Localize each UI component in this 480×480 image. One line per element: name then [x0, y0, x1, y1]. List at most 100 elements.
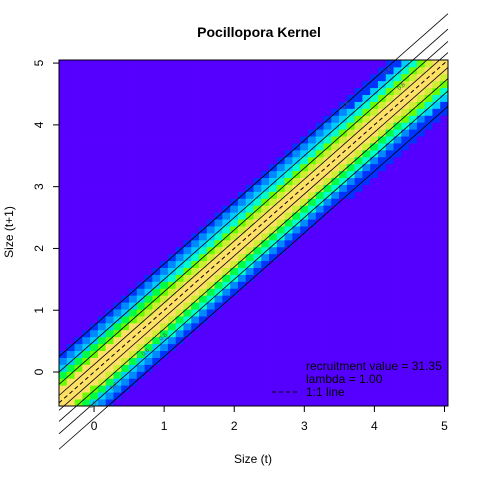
- heatmap-cell: [401, 205, 410, 213]
- heatmap-cell: [230, 239, 239, 248]
- heatmap-cell: [261, 87, 270, 95]
- heatmap-cell: [136, 66, 145, 75]
- heatmap-cell: [129, 219, 138, 227]
- heatmap-cell: [113, 329, 122, 338]
- heatmap-cell: [416, 177, 426, 185]
- heatmap-cell: [370, 302, 379, 310]
- heatmap-cell: [74, 336, 83, 345]
- heatmap-cell: [175, 101, 184, 109]
- heatmap-cell: [393, 288, 402, 296]
- heatmap-cell: [377, 260, 387, 268]
- heatmap-cell: [160, 336, 169, 345]
- heatmap-cell: [237, 399, 247, 407]
- heatmap-cell: [74, 392, 83, 400]
- heatmap-cell: [339, 94, 348, 102]
- heatmap-cell: [269, 170, 278, 179]
- heatmap-cell: [90, 101, 99, 109]
- heatmap-cell: [323, 129, 332, 137]
- heatmap-cell: [292, 156, 301, 165]
- heatmap-cell: [222, 378, 231, 386]
- heatmap-cell: [144, 343, 153, 352]
- heatmap-cell: [300, 122, 309, 130]
- heatmap-cell: [377, 336, 387, 345]
- heatmap-cell: [214, 156, 223, 165]
- heatmap-cell: [269, 281, 278, 289]
- heatmap-cell: [300, 392, 309, 400]
- heatmap-cell: [97, 191, 107, 199]
- heatmap-cell: [214, 129, 223, 137]
- heatmap-cell: [261, 101, 270, 109]
- heatmap-cell: [385, 143, 394, 151]
- heatmap-cell: [354, 219, 363, 227]
- heatmap-cell: [331, 233, 340, 241]
- heatmap-cell: [113, 143, 122, 151]
- heatmap-cell: [214, 149, 223, 158]
- heatmap-cell: [409, 122, 418, 130]
- heatmap-cell: [377, 184, 387, 192]
- heatmap-cell: [237, 260, 247, 268]
- heatmap-cell: [74, 122, 83, 130]
- y-tick-label: 4: [32, 121, 46, 128]
- heatmap-cell: [284, 288, 293, 296]
- heatmap-cell: [175, 108, 184, 116]
- heatmap-cell: [307, 129, 317, 137]
- heatmap-cell: [199, 156, 208, 165]
- heatmap-cell: [307, 399, 317, 407]
- heatmap-cell: [362, 336, 371, 345]
- heatmap-cell: [237, 66, 247, 75]
- heatmap-cell: [276, 274, 286, 282]
- heatmap-cell: [136, 288, 145, 296]
- heatmap-cell: [416, 281, 426, 289]
- heatmap-cell: [82, 253, 91, 262]
- heatmap-cell: [105, 115, 114, 123]
- heatmap-cell: [315, 212, 324, 220]
- heatmap-cell: [97, 122, 107, 130]
- heatmap-cell: [315, 267, 324, 275]
- heatmap-cell: [253, 136, 262, 144]
- heatmap-cell: [113, 274, 122, 282]
- heatmap-cell: [432, 149, 441, 158]
- heatmap-cell: [362, 156, 371, 165]
- heatmap-cell: [191, 309, 200, 317]
- heatmap-cell: [97, 322, 107, 331]
- heatmap-cell: [74, 143, 83, 151]
- heatmap-cell: [315, 399, 324, 407]
- heatmap-cell: [385, 233, 394, 241]
- heatmap-cell: [66, 198, 75, 206]
- heatmap-cell: [199, 184, 208, 192]
- heatmap-cell: [370, 378, 379, 386]
- heatmap-cell: [152, 336, 161, 345]
- heatmap-cell: [385, 129, 394, 137]
- heatmap-cell: [59, 149, 68, 158]
- heatmap-cell: [160, 122, 169, 130]
- heatmap-cell: [253, 163, 262, 172]
- heatmap-cell: [440, 399, 449, 407]
- heatmap-cell: [409, 136, 418, 144]
- heatmap-cell: [66, 212, 75, 220]
- heatmap-cell: [206, 336, 215, 345]
- heatmap-cell: [339, 302, 348, 310]
- heatmap-cell: [432, 156, 441, 165]
- heatmap-cell: [409, 309, 418, 317]
- heatmap-cell: [167, 371, 177, 379]
- heatmap-cell: [331, 73, 340, 82]
- heatmap-cell: [284, 336, 293, 345]
- heatmap-cell: [245, 198, 254, 206]
- heatmap-cell: [199, 94, 208, 102]
- heatmap-cell: [160, 246, 169, 255]
- heatmap-cell: [261, 191, 270, 199]
- heatmap-cell: [362, 60, 371, 68]
- heatmap-cell: [284, 198, 293, 206]
- heatmap-cell: [346, 281, 356, 289]
- heatmap-cell: [432, 136, 441, 144]
- heatmap-cell: [331, 329, 340, 338]
- heatmap-cell: [440, 73, 449, 82]
- heatmap-cell: [370, 191, 379, 199]
- heatmap-cell: [377, 350, 387, 358]
- heatmap-cell: [121, 94, 130, 102]
- heatmap-cell: [152, 94, 161, 102]
- heatmap-cell: [440, 322, 449, 331]
- heatmap-cell: [377, 170, 387, 179]
- heatmap-cell: [385, 260, 394, 268]
- heatmap-cell: [230, 399, 239, 407]
